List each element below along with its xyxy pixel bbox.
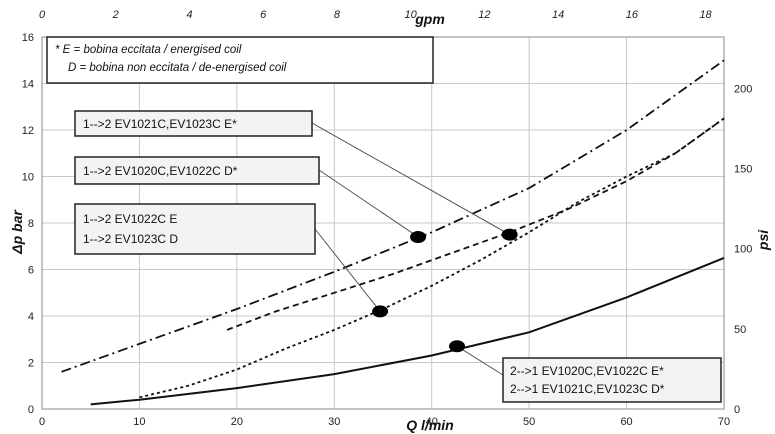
y-tick-label: 8 (28, 218, 34, 230)
marker-point (449, 340, 466, 353)
coil-note-line-2: D = bobina non eccitata / de-energised c… (68, 62, 287, 74)
y-axis-label-right: psi (755, 229, 771, 251)
x2-tick-label: 0 (39, 9, 46, 21)
y-tick-label: 12 (22, 125, 34, 137)
x2-tick-label: 6 (260, 9, 267, 21)
leader-line (456, 345, 504, 376)
y2-tick-label: 50 (734, 324, 746, 336)
series-label-text-line-1: 2-->1 EV1020C,EV1022C E* (510, 364, 664, 378)
x-tick-label: 70 (718, 416, 730, 428)
x-tick-label: 10 (133, 416, 145, 428)
markers (372, 228, 518, 353)
series-line-solid (90, 256, 725, 406)
y2-tick-label: 0 (734, 404, 740, 416)
x-tick-label: 0 (39, 416, 45, 428)
y-tick-label: 16 (22, 32, 34, 44)
series-label-text-line-2: 2-->1 EV1021C,EV1023C D* (510, 382, 665, 396)
x-tick-label: 50 (523, 416, 535, 428)
series-line-dashed (226, 117, 725, 331)
x-tick-label: 30 (328, 416, 340, 428)
y2-tick-label: 200 (734, 83, 752, 95)
marker-point (501, 228, 518, 241)
y-tick-label: 6 (28, 265, 34, 277)
series-label-text: 1-->2 EV1021C,EV1023C E* (83, 117, 237, 131)
leader-line (311, 122, 510, 236)
y2-tick-label: 150 (734, 163, 752, 175)
x2-tick-label: 18 (699, 9, 712, 21)
series-label-box (74, 203, 316, 255)
leader-line (314, 228, 381, 312)
marker-point (410, 230, 427, 243)
x2-tick-label: 2 (112, 9, 119, 21)
y2-tick-label: 100 (734, 244, 752, 256)
x2-tick-label: 4 (186, 9, 192, 21)
y-tick-label: 14 (22, 79, 34, 91)
tick-labels: 0 10 20 30 40 50 60 70 0 2 4 6 8 10 12 14 16 0 2 4 6 8 10 12 14 1… (22, 9, 753, 428)
y-tick-label: 0 (28, 404, 34, 416)
x2-tick-label: 16 (626, 9, 639, 21)
x2-tick-label: 10 (405, 9, 418, 21)
x-tick-label: 40 (426, 416, 438, 428)
series-label-text: 1-->2 EV1020C,EV1022C D* (83, 164, 238, 178)
series-label-text-line-2: 1-->2 EV1023C D (83, 232, 178, 246)
y-tick-label: 2 (28, 358, 34, 370)
x-tick-label: 60 (620, 416, 632, 428)
y-axis-label-left: Δp bar (9, 209, 25, 255)
coil-note: * E = bobina eccitata / energised coil D… (46, 36, 434, 84)
x-axis-label-top: gpm (414, 11, 445, 27)
series-label-box (74, 156, 320, 185)
y-tick-label: 10 (22, 172, 34, 184)
x-axis-label-bottom: Q l/min (406, 417, 453, 433)
marker-point (372, 305, 389, 318)
leader-line (318, 169, 419, 238)
series-label-1-2-ev1022c: 1-->2 EV1022C E 1-->2 EV1023C D (74, 203, 316, 255)
x2-tick-label: 8 (334, 9, 341, 21)
x-tick-label: 20 (231, 416, 243, 428)
series-label-text-line-1: 1-->2 EV1022C E (83, 212, 177, 226)
x2-tick-label: 14 (552, 9, 564, 21)
series-layer (61, 59, 725, 406)
series-label-box (502, 357, 722, 403)
coil-note-line-1: * E = bobina eccitata / energised coil (55, 44, 242, 56)
series-label-1-2-ev1021c: 1-->2 EV1021C,EV1023C E* (74, 110, 313, 137)
leader-lines (311, 122, 510, 376)
series-label-box (74, 110, 313, 137)
coil-note-box (46, 36, 434, 84)
series-line-dashdot (61, 59, 725, 373)
series-label-2-1: 2-->1 EV1020C,EV1022C E* 2-->1 EV1021C,E… (502, 357, 722, 403)
series-label-1-2-ev1020c: 1-->2 EV1020C,EV1022C D* (74, 156, 320, 185)
x2-tick-label: 12 (478, 9, 490, 21)
y-tick-label: 4 (28, 311, 34, 323)
series-line-dotted (139, 117, 725, 399)
